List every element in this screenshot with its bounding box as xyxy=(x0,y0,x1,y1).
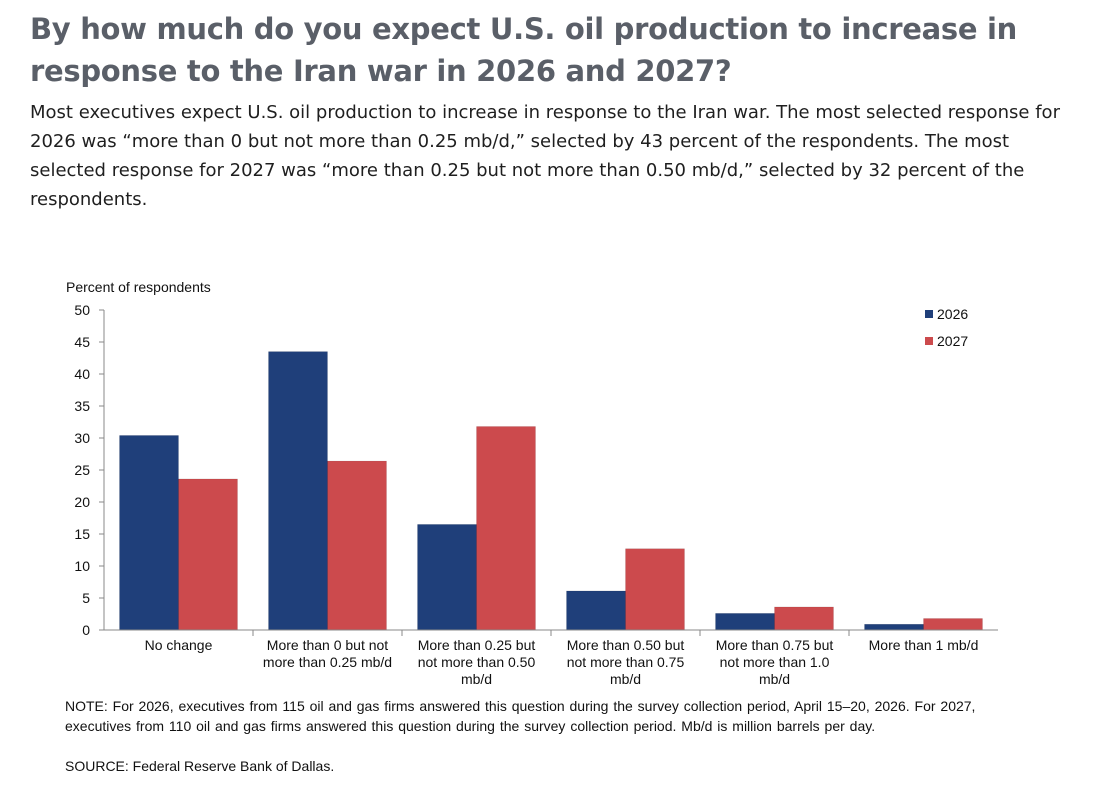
y-tick-label: 10 xyxy=(74,558,90,574)
y-tick-label: 20 xyxy=(74,494,90,510)
bar-2026-2 xyxy=(417,524,477,631)
y-tick-label: 15 xyxy=(74,526,90,542)
y-tick-label: 30 xyxy=(74,430,90,446)
legend-swatch-2026 xyxy=(925,310,933,318)
x-category-label: More than 1 mb/d xyxy=(869,637,979,653)
y-tick-label: 25 xyxy=(74,462,90,478)
x-category-label-line: More than 0 but not xyxy=(267,637,389,653)
bar-2026-3 xyxy=(566,590,626,631)
x-category-label-line: mb/d xyxy=(610,671,641,687)
x-axis: No change More than 0 but not more than 0.… xyxy=(104,629,998,687)
x-category-label-line: mb/d xyxy=(461,671,492,687)
x-category-label-line: not more than 1.0 xyxy=(720,654,830,670)
bar-2027-0 xyxy=(178,478,238,631)
x-category-label-line: More than 1 mb/d xyxy=(869,637,979,653)
y-tick-label: 0 xyxy=(82,622,90,638)
bar-2027-4 xyxy=(774,606,834,631)
bars xyxy=(119,351,983,631)
chart-source: SOURCE: Federal Reserve Bank of Dallas. xyxy=(65,758,335,774)
page-title: By how much do you expect U.S. oil produ… xyxy=(30,12,1017,88)
x-category-label: More than 0.75 but not more than 1.0 mb/d xyxy=(716,637,834,687)
x-category-label-line: not more than 0.75 xyxy=(567,654,685,670)
bar-2027-3 xyxy=(625,548,685,631)
x-category-label: More than 0.25 but not more than 0.50 mb/d xyxy=(418,637,536,687)
bar-2027-5 xyxy=(923,618,983,631)
bar-2026-5 xyxy=(864,623,924,631)
chart-note: NOTE: For 2026, executives from 115 oil … xyxy=(65,698,976,734)
y-axis: 0 5 10 15 20 25 30 35 40 45 50 xyxy=(74,302,105,638)
legend-label-2026: 2026 xyxy=(937,306,968,322)
legend-label-2027: 2027 xyxy=(937,333,968,349)
x-category-label-line: More than 0.50 but xyxy=(567,637,685,653)
y-tick-label: 45 xyxy=(74,334,90,350)
x-category-label: No change xyxy=(145,637,213,653)
y-tick-label: 5 xyxy=(82,590,90,606)
bar-chart-svg: Percent of respondents 0 5 10 15 20 25 30 35 40 4… xyxy=(66,279,998,687)
x-category-label-line: more than 0.25 mb/d xyxy=(263,654,392,670)
bar-2027-1 xyxy=(327,460,387,631)
x-category-label-line: More than 0.25 but xyxy=(418,637,536,653)
chart-summary: Most executives expect U.S. oil producti… xyxy=(30,102,1060,210)
bar-2026-0 xyxy=(119,435,179,631)
x-category-label: More than 0 but not more than 0.25 mb/d xyxy=(263,637,392,670)
legend: 2026 2027 xyxy=(925,306,968,349)
y-tick-label: 40 xyxy=(74,366,90,382)
y-axis-label: Percent of respondents xyxy=(66,279,211,295)
x-category-label-line: No change xyxy=(145,637,213,653)
x-category-label: More than 0.50 but not more than 0.75 mb/d xyxy=(567,637,685,687)
y-tick-label: 35 xyxy=(74,398,90,414)
x-category-label-line: not more than 0.50 xyxy=(418,654,536,670)
bar-2026-4 xyxy=(715,613,775,631)
legend-swatch-2027 xyxy=(925,337,933,345)
x-category-label-line: mb/d xyxy=(759,671,790,687)
bar-2027-2 xyxy=(476,426,536,631)
bar-2026-1 xyxy=(268,351,328,631)
x-category-label-line: More than 0.75 but xyxy=(716,637,834,653)
y-tick-label: 50 xyxy=(74,302,90,318)
bar-chart: Percent of respondents 0 5 10 15 20 25 30 35 40 4… xyxy=(0,270,1100,794)
